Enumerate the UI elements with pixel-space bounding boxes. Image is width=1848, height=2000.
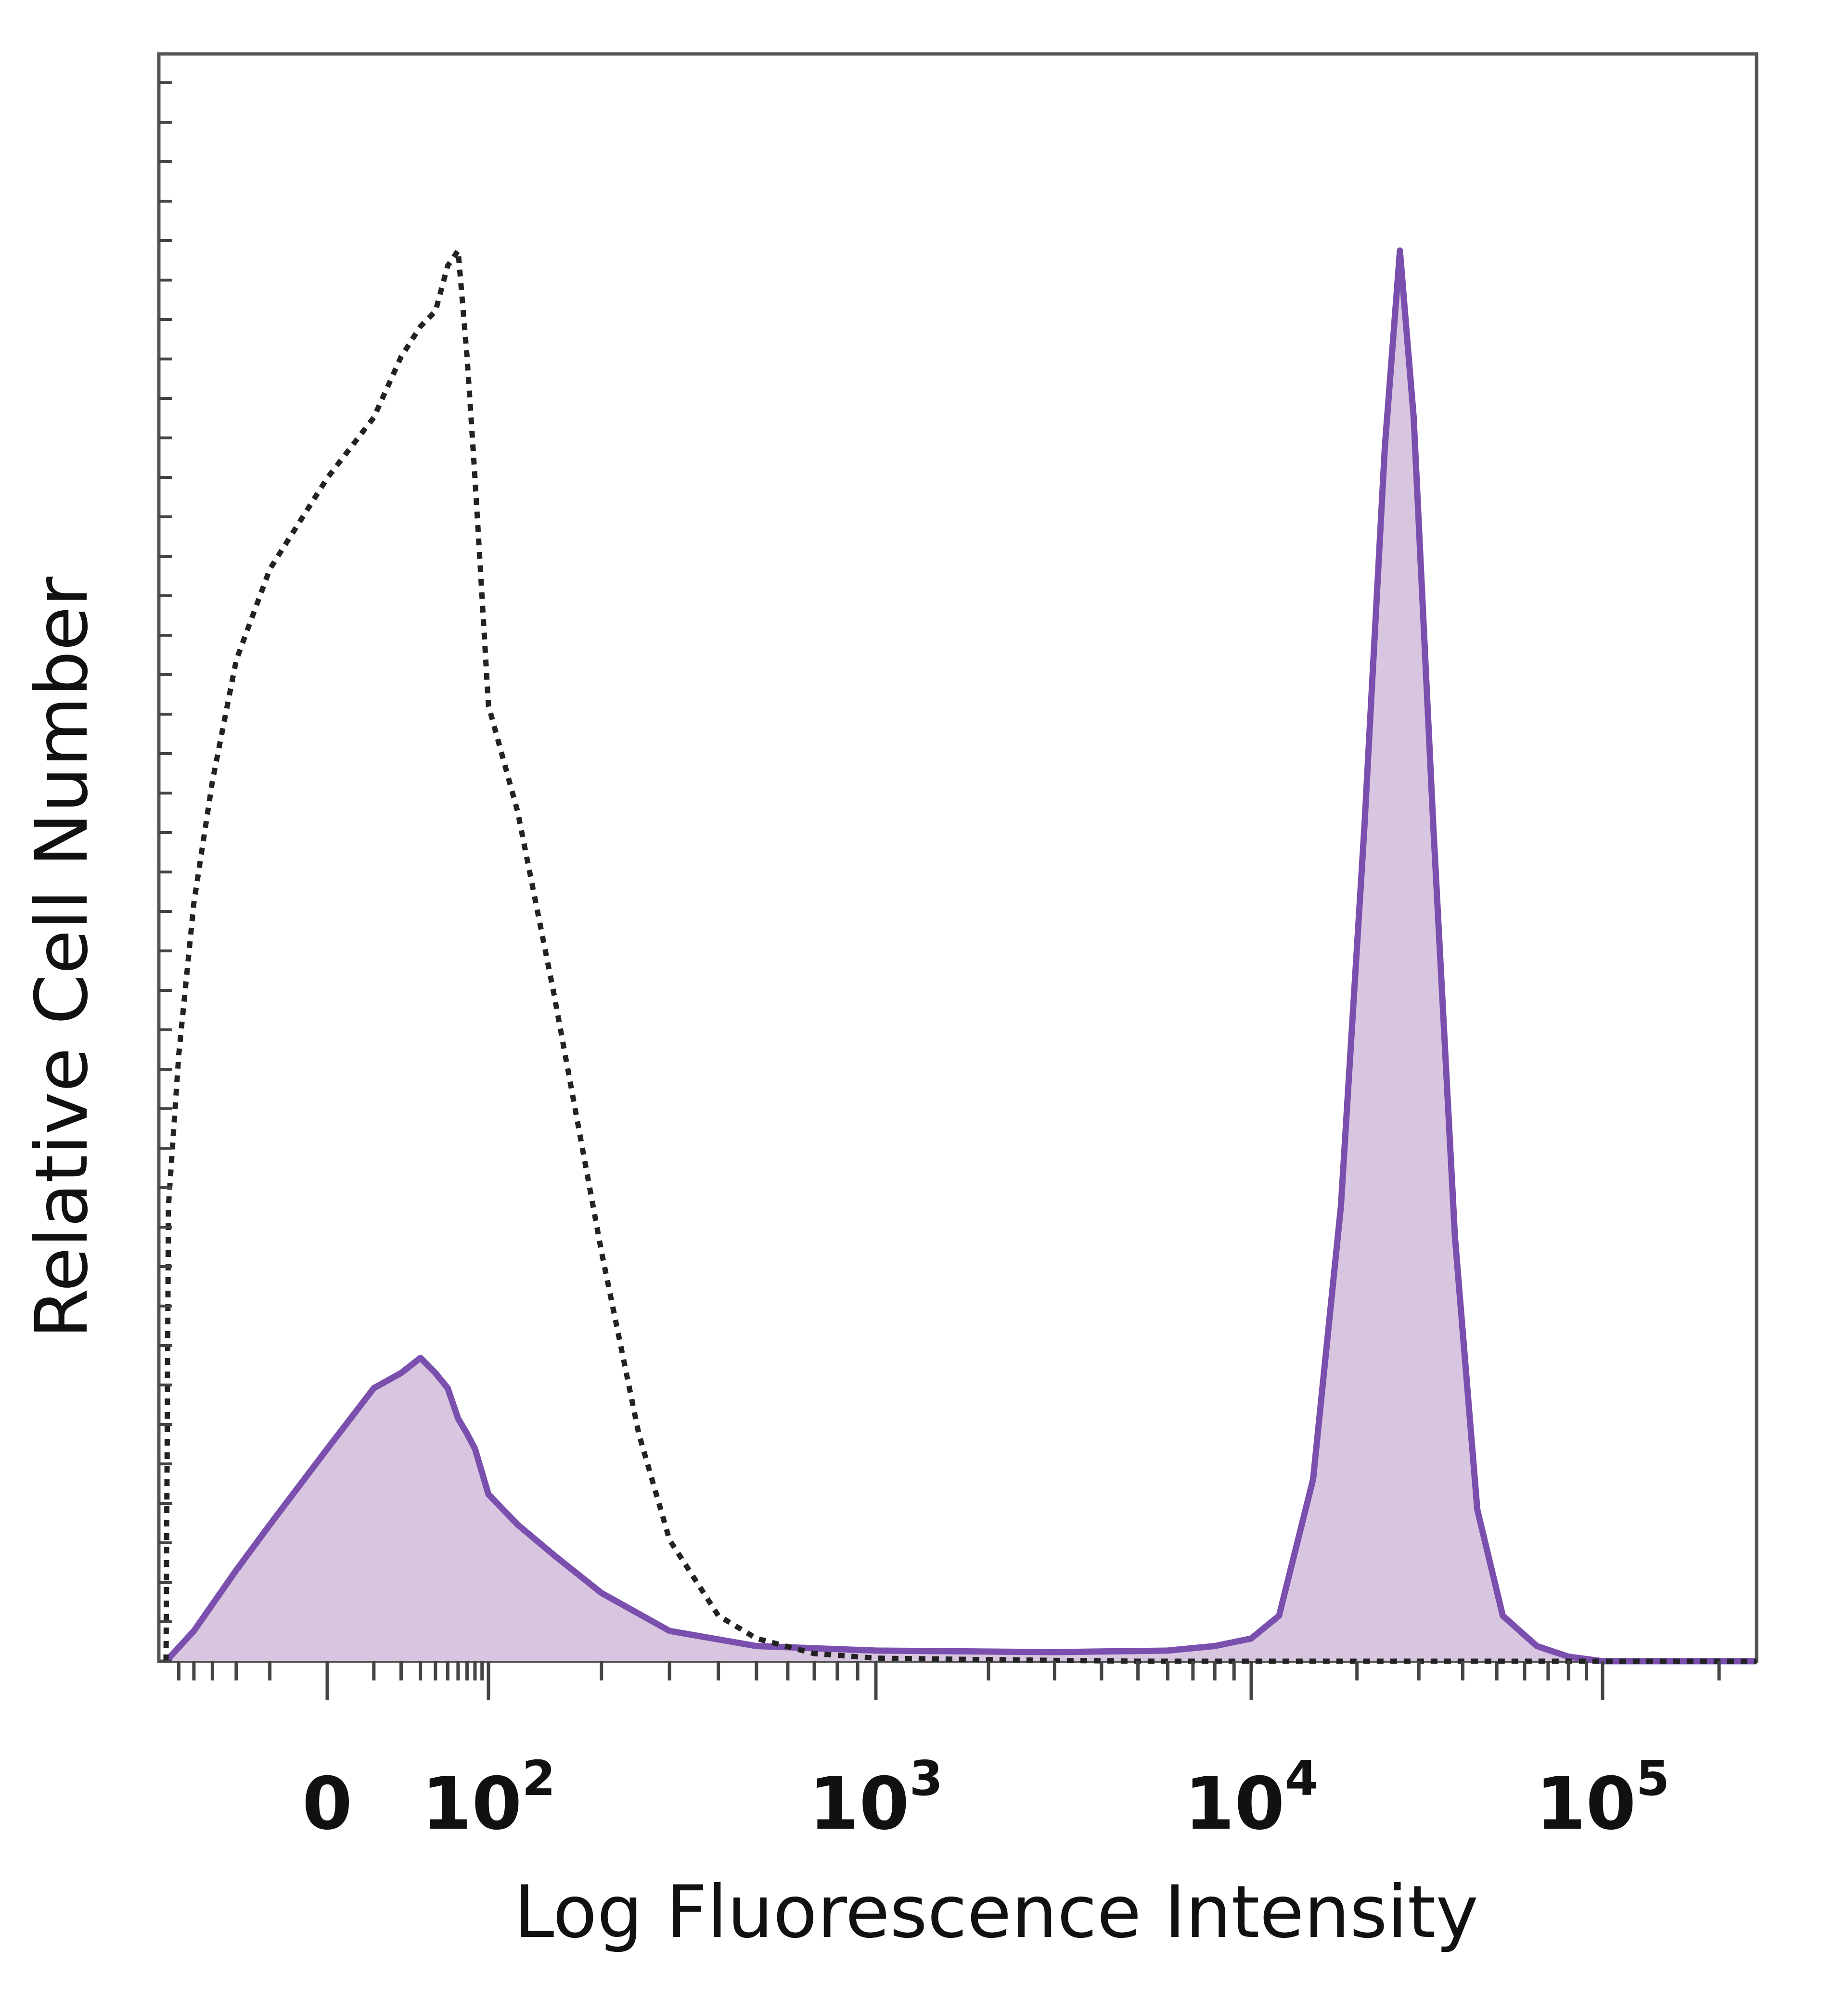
y-axis-ticks: [159, 81, 172, 1663]
x-tick-labels: 0 102 103 104 105: [302, 1750, 1669, 1846]
stained-histogram-line: [164, 247, 1757, 1665]
x-tick-label: 102: [422, 1750, 555, 1846]
x-tick-label: 105: [1536, 1750, 1669, 1846]
x-tick-label: 0: [302, 1762, 352, 1846]
x-axis-title: Log Fluorescence Intensity: [514, 1871, 1478, 1954]
x-tick-label: 103: [809, 1750, 943, 1846]
x-tick-label: 104: [1184, 1750, 1318, 1846]
series-layer: [163, 247, 1757, 1665]
y-axis-title: Relative Cell Number: [20, 577, 104, 1339]
control-histogram-dotted-line: [163, 248, 1757, 1664]
x-axis-ticks: [177, 1661, 1721, 1700]
stained-histogram-fill: [166, 250, 1757, 1661]
